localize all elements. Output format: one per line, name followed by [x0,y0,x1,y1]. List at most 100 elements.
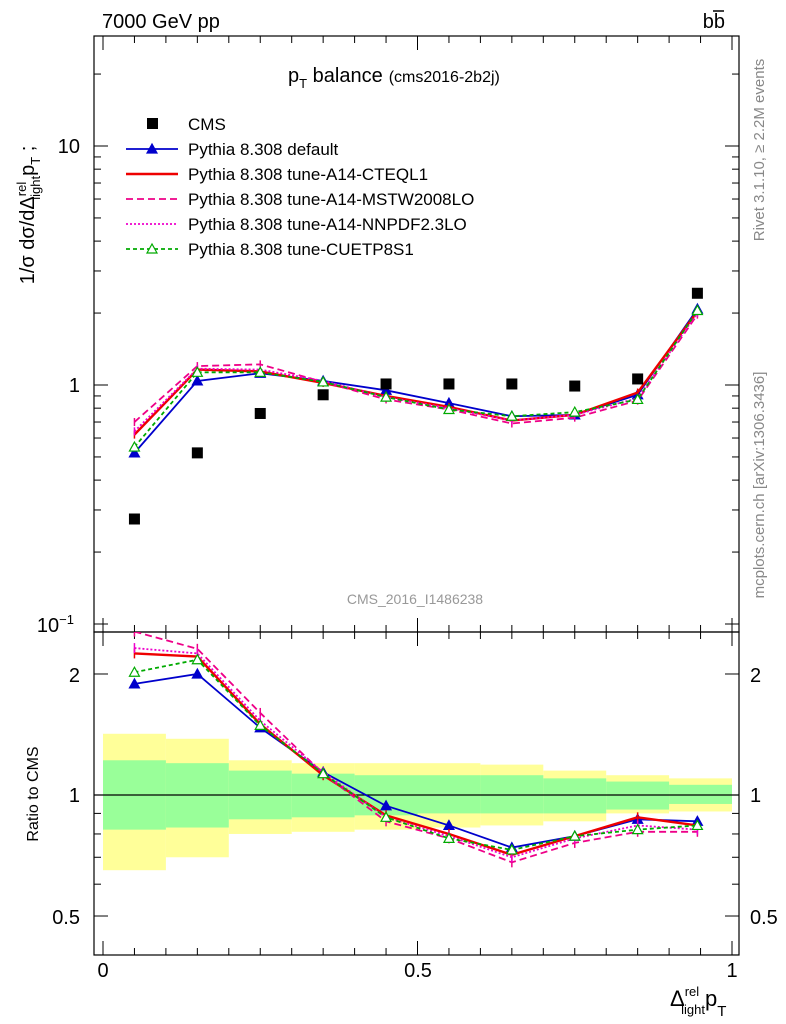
legend-label: Pythia 8.308 tune-A14-MSTW2008LO [188,190,474,209]
main-series-point [380,390,393,402]
x-axis-label: Δrel lightpT [670,984,726,1020]
main-ylabel-sub: light [28,176,43,200]
main-series-point [442,403,455,415]
ratio-ytick-0.5-right: 0.5 [750,907,778,929]
legend-marker [145,242,159,254]
main-series-point [128,440,141,452]
ytick-0.1-exp: −1 [59,612,74,627]
ratio-series-point [191,667,204,679]
main-series-point [191,366,204,377]
band-green-bin [543,778,607,814]
data-point-cms [569,380,581,392]
ratio-series-point [505,843,518,855]
analysis-tag: (cms2016-2b2j) [389,69,500,86]
ratio-series-point [568,829,581,841]
main-ylabel-p: p [17,165,39,176]
ratio-ytick-2-right: 2 [750,665,761,687]
ratio-series-point [631,823,644,835]
main-series [128,287,704,525]
ratio-series-point [380,799,393,811]
plot-title-rest: balance [307,65,383,87]
main-series-line-0 [133,308,699,454]
main-series-point [317,375,330,387]
main-ylabel-sup: rel [14,182,29,197]
data-point-cms [443,378,455,390]
xtick-0.5: 0.5 [404,960,432,982]
main-ylabel-tail: ; [17,146,39,157]
main-series-line-2 [133,314,699,425]
data-point-cms [254,407,266,419]
ratio-ytick-1-right: 1 [750,785,761,807]
plot-title: pT balance (cms2016-2b2j) [288,65,500,91]
main-series-point [191,374,204,386]
main-ylabel: 1/σ dσ/dΔrellightpT ; [14,146,43,285]
data-point-cms [128,513,140,525]
data-point-cms [506,378,518,390]
ratio-ytick-0.5-left: 0.5 [52,907,80,929]
data-point-cms [691,287,703,299]
data-point-cms [317,389,329,401]
data-point-cms [632,373,644,385]
legend-entry: CMS [147,115,226,134]
ratio-series-line-2 [134,632,698,864]
ratio-series-line-3 [134,647,698,859]
main-series-line-1 [133,310,699,436]
xtick-1: 1 [726,960,737,982]
legend-label: Pythia 8.308 default [188,140,339,159]
rivet-version-label: Rivet 3.1.10, ≥ 2.2M events [751,59,768,242]
main-series-point [505,410,518,421]
main-series-point [254,366,267,377]
ratio-series-point [254,719,267,730]
ratio-series-point [691,819,704,831]
ratio-ytick-1-left: 1 [69,785,80,807]
mcplots-label: mcplots.cern.ch [arXiv:1306.3436] [751,372,768,599]
band-green-bin [480,775,544,814]
main-series-point [691,304,704,316]
main-ylabel-sub2: T [28,157,43,165]
ratio-uncertainty-bands [94,733,739,871]
analysis-watermark: CMS_2016_I1486238 [347,591,483,607]
legend-label: Pythia 8.308 tune-A14-CTEQL1 [188,165,428,184]
plot-title-sub: T [299,76,307,91]
ratio-series-point [191,653,204,665]
x-axis-label-sup: rel [685,984,700,999]
ratio-series-point [317,767,330,779]
legend-label: Pythia 8.308 tune-CUETP8S1 [188,240,414,259]
data-point-cms [380,378,392,390]
band-green-bin [669,784,732,804]
process-label-bar: b [714,11,725,33]
ratio-series-line-1 [134,652,698,857]
ytick-0.1: 10−1 [37,612,74,637]
ratio-series-point [128,666,141,677]
legend-label: CMS [188,115,226,134]
xtick-0: 0 [97,960,108,982]
main-series-line-4 [133,309,699,448]
legend-entry: Pythia 8.308 default [126,140,339,159]
ratio-plot-frame [93,631,740,956]
x-axis-label-p: p [705,986,717,1011]
ratio-ytick-2-left: 2 [69,665,80,687]
process-label: bb [703,11,725,33]
ytick-1: 1 [69,375,80,397]
band-green-bin [417,775,481,814]
ratio-series-line-4 [134,658,698,851]
ratio-series-point [380,811,393,822]
legend-entry: Pythia 8.308 tune-A14-MSTW2008LO [126,190,474,209]
ratio-ylabel: Ratio to CMS [25,746,42,841]
main-series-point [128,446,141,458]
legend-label: Pythia 8.308 tune-A14-NNPDF2.3LO [188,215,467,234]
main-series-point [568,405,581,417]
axis-ticks [94,36,739,956]
legend-entry: Pythia 8.308 tune-A14-NNPDF2.3LO [126,215,467,234]
data-point-cms [191,447,203,459]
ratio-series-point [442,832,455,843]
legend-entry: Pythia 8.308 tune-A14-CTEQL1 [126,165,428,184]
ytick-10: 10 [58,136,80,158]
ratio-series [128,632,704,868]
x-axis-label-sub: light [681,1002,705,1017]
legend: CMS Pythia 8.308 default Pythia 8.308 tune… [126,115,474,259]
main-series-point [631,393,644,405]
x-axis-label-psub: T [717,1003,726,1020]
ratio-series-point [128,677,141,689]
